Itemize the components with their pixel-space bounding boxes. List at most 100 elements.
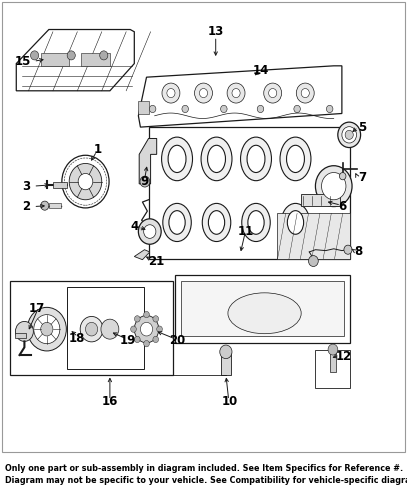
Circle shape (232, 88, 240, 98)
Polygon shape (16, 30, 134, 91)
Circle shape (345, 130, 353, 140)
Circle shape (100, 51, 108, 60)
Ellipse shape (168, 146, 186, 172)
Circle shape (15, 322, 33, 342)
Text: 17: 17 (28, 302, 45, 315)
Ellipse shape (208, 210, 225, 234)
Text: 5: 5 (358, 120, 366, 134)
Bar (41, 53, 69, 66)
Text: 14: 14 (252, 64, 269, 77)
Text: 8: 8 (354, 246, 362, 258)
Circle shape (315, 166, 352, 206)
Text: 20: 20 (169, 334, 185, 347)
Ellipse shape (242, 204, 270, 242)
Ellipse shape (202, 204, 231, 242)
Circle shape (27, 308, 66, 351)
Text: 2: 2 (22, 200, 31, 213)
Circle shape (138, 219, 161, 244)
Text: 1: 1 (94, 144, 102, 156)
Text: 21: 21 (149, 254, 165, 268)
Ellipse shape (208, 146, 225, 172)
Circle shape (67, 51, 75, 60)
Circle shape (62, 156, 109, 208)
Circle shape (162, 83, 180, 103)
Circle shape (264, 83, 282, 103)
Circle shape (85, 322, 98, 336)
Circle shape (144, 340, 149, 347)
Ellipse shape (287, 210, 304, 234)
Circle shape (140, 322, 153, 336)
Circle shape (195, 83, 212, 103)
Ellipse shape (201, 137, 232, 180)
Circle shape (294, 106, 300, 112)
Circle shape (257, 106, 264, 112)
Text: 7: 7 (358, 170, 366, 183)
Circle shape (221, 106, 227, 112)
Circle shape (338, 122, 361, 148)
Ellipse shape (280, 137, 311, 180)
Text: 9: 9 (140, 175, 149, 188)
Circle shape (296, 83, 314, 103)
Circle shape (199, 88, 208, 98)
Ellipse shape (281, 204, 310, 242)
Bar (330, 350, 336, 372)
Text: 3: 3 (22, 180, 31, 192)
Circle shape (153, 336, 159, 342)
Circle shape (220, 345, 232, 358)
Bar (67, 287, 144, 368)
Bar (221, 352, 231, 374)
Circle shape (31, 51, 39, 60)
Text: 16: 16 (102, 396, 118, 408)
Text: 18: 18 (69, 332, 85, 344)
Circle shape (134, 316, 140, 322)
Circle shape (69, 164, 102, 200)
Ellipse shape (247, 146, 265, 172)
Text: Only one part or sub-assembly in diagram included. See Item Specifics for Refere: Only one part or sub-assembly in diagram… (5, 464, 407, 485)
Circle shape (101, 319, 119, 339)
Bar (277, 214, 350, 259)
Ellipse shape (169, 210, 185, 234)
Text: 12: 12 (336, 350, 352, 363)
Circle shape (41, 201, 49, 210)
Bar (315, 350, 350, 388)
Circle shape (269, 88, 277, 98)
Circle shape (140, 176, 150, 187)
Bar (10, 282, 173, 374)
Bar (81, 53, 110, 66)
Text: 13: 13 (208, 26, 224, 38)
Circle shape (322, 172, 346, 200)
Text: 10: 10 (222, 396, 238, 408)
Bar (49, 203, 61, 208)
Ellipse shape (241, 137, 271, 180)
Circle shape (41, 322, 53, 336)
Circle shape (157, 326, 162, 332)
Ellipse shape (248, 210, 264, 234)
Text: 6: 6 (338, 200, 346, 213)
Bar (149, 127, 350, 259)
Polygon shape (138, 66, 342, 127)
Circle shape (328, 344, 338, 355)
Circle shape (134, 336, 140, 342)
Text: 11: 11 (238, 225, 254, 238)
Circle shape (326, 106, 333, 112)
Circle shape (339, 172, 346, 180)
Circle shape (167, 88, 175, 98)
Text: 15: 15 (14, 55, 31, 68)
Bar (15, 333, 26, 338)
Circle shape (309, 256, 318, 266)
Circle shape (182, 106, 188, 112)
Bar (301, 194, 340, 205)
Text: 4: 4 (130, 220, 138, 234)
Circle shape (144, 312, 149, 318)
Bar (138, 101, 149, 114)
Circle shape (131, 326, 136, 332)
Circle shape (227, 83, 245, 103)
Circle shape (153, 316, 159, 322)
Bar (53, 182, 67, 188)
Circle shape (78, 174, 93, 190)
Bar (181, 282, 344, 336)
Circle shape (134, 316, 159, 343)
Circle shape (301, 88, 309, 98)
Circle shape (80, 316, 103, 342)
Ellipse shape (163, 204, 191, 242)
